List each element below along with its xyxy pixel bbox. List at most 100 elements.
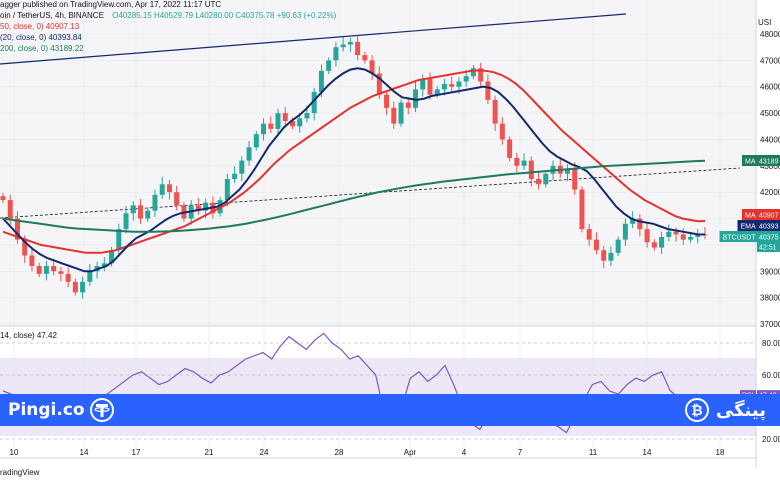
trendline-dashed[interactable] (0, 167, 741, 219)
candle-body (470, 68, 476, 77)
candle-body (268, 123, 274, 129)
candle-body (333, 47, 339, 61)
price-tag-label-bg (742, 209, 757, 220)
candle-body (702, 234, 708, 236)
trendline-upper[interactable] (0, 13, 627, 65)
price-tag-value: 40907 (759, 213, 779, 220)
time-tick-label: 4 (462, 448, 467, 457)
candle-body (543, 173, 549, 185)
candle-body (203, 202, 209, 211)
price-tick-label: 45000.00 (760, 109, 780, 118)
candle-body (441, 84, 447, 90)
tether-logo-icon (89, 398, 114, 422)
time-tick-label: 18 (716, 448, 725, 457)
price-tag-value: 40393 (759, 224, 779, 231)
svg-text:₿: ₿ (691, 403, 702, 419)
candle-body (145, 210, 151, 219)
price-tag-value-bg (757, 209, 780, 220)
currency-label: USI (758, 18, 772, 27)
candle-body (514, 157, 520, 166)
brand-right-text: پینگی (715, 399, 766, 421)
candle-body (630, 218, 636, 224)
candle-body (340, 44, 346, 48)
price-tick-label: 42000.00 (760, 188, 780, 197)
candle-body (80, 281, 86, 293)
candle-body (109, 250, 115, 264)
candle-body (507, 139, 513, 158)
candle-body (22, 239, 28, 256)
price-tag-value: 40375 (759, 235, 779, 242)
tradingview-footer: radingView (0, 468, 40, 477)
candle-body (405, 102, 411, 108)
moving-averages (2, 67, 706, 273)
candle-body (87, 271, 93, 282)
ma200-line[interactable] (2, 159, 706, 233)
candle-body (434, 89, 440, 95)
candle-body (289, 121, 295, 127)
candle-body (593, 239, 599, 251)
candle-body (58, 271, 64, 274)
time-tick-label: Apr (404, 448, 417, 457)
candle-body (666, 231, 672, 237)
candle-body (572, 168, 578, 190)
time-tick-label: 14 (80, 448, 89, 457)
symbol-info: oin / TetherUS, 4h, BINANCE O40285.15 H4… (0, 11, 336, 20)
candle-body (695, 234, 701, 237)
candle-body (166, 184, 172, 193)
candle-body (232, 173, 238, 179)
rsi-tick-label: 60.00 (762, 371, 780, 380)
price-tag-label-bg (719, 231, 757, 242)
ma200-legend[interactable]: 200, close, 0) 43189.22 (0, 44, 84, 53)
candle-body (680, 234, 686, 240)
price-tick-label: 46000.00 (760, 83, 780, 92)
publish-info: agger published on TradingView.com, Apr … (0, 0, 222, 9)
brand-left-text: Pingi.co (8, 400, 85, 420)
ma50-line[interactable] (2, 69, 706, 254)
rsi-line[interactable] (2, 332, 706, 434)
candle-body (195, 205, 201, 211)
price-tag-label-bg (742, 155, 757, 166)
price-tick-label: 38000.00 (760, 294, 780, 303)
candle-body (449, 84, 455, 87)
candle-body (311, 92, 317, 114)
rsi-tick-label: 20.00 (762, 435, 780, 444)
price-tag: BTCUSDT 40375 42:51 (719, 231, 780, 252)
candle-body (528, 160, 534, 179)
price-pane-bg (0, 0, 756, 326)
candle-body (253, 134, 259, 148)
candle-body (369, 60, 375, 74)
candle-body (0, 196, 6, 201)
time-tick-label: 17 (132, 448, 141, 457)
time-tick-label: 11 (589, 448, 598, 457)
candle-body (413, 89, 419, 108)
price-tag: MA 43189 (742, 155, 780, 166)
brand-left: Pingi.co (8, 396, 115, 424)
candles (0, 35, 708, 299)
candle-body (282, 113, 288, 121)
ema20-legend[interactable]: (20, close, 0) 40393.84 (0, 33, 82, 42)
candle-body (398, 102, 404, 124)
brand-right: ₿ پینگی (684, 396, 766, 424)
candle-body (275, 113, 281, 129)
candle-body (485, 81, 491, 100)
price-tag-value-bg (757, 231, 780, 242)
candle-body (521, 160, 527, 166)
ema20-line[interactable] (2, 67, 706, 273)
candle-body (14, 218, 20, 240)
candle-body (43, 266, 49, 274)
candle-body (304, 113, 310, 119)
candle-body (622, 223, 628, 240)
rsi-tick-label: 80.00 (762, 339, 780, 348)
candle-body (51, 266, 57, 272)
rsi-legend[interactable]: 14, close) 47.42 (0, 331, 57, 340)
candle-body (673, 231, 679, 235)
time-tick-label: 7 (518, 448, 523, 457)
symbol-name: oin / TetherUS, 4h, BINANCE (0, 11, 104, 20)
candle-body (123, 213, 129, 230)
ma50-legend[interactable]: 50, close, 0) 40907.13 (0, 22, 80, 31)
candle-body (318, 70, 324, 92)
candle-body (130, 205, 136, 214)
candle-body (463, 76, 469, 82)
candle-body (7, 200, 13, 219)
